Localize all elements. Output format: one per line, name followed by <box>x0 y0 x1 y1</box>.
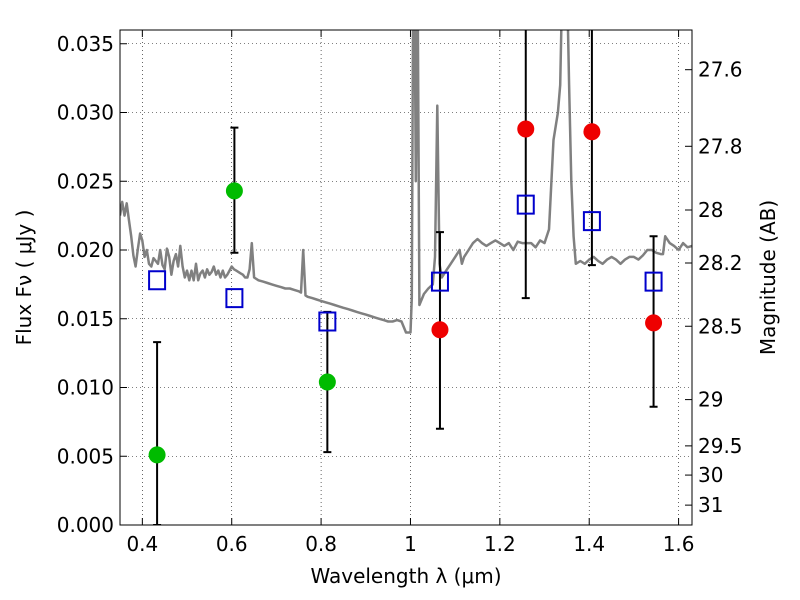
y-tick-label: 0.020 <box>57 238 114 262</box>
y2-tick-label: 28 <box>698 198 723 222</box>
x-tick-label: 0.8 <box>305 532 337 556</box>
y-axis-title: Flux Fν ( μJy ) <box>12 210 36 346</box>
x-tick-label: 1.6 <box>663 532 695 556</box>
x-axis-title: Wavelength λ (μm) <box>310 564 501 588</box>
y-tick-label: 0.000 <box>57 513 114 537</box>
x-tick-label: 0.4 <box>126 532 158 556</box>
y2-tick-label: 31 <box>698 493 723 517</box>
model-square-marker <box>225 288 244 309</box>
y-tick-label: 0.010 <box>57 376 114 400</box>
model-square-marker <box>516 194 535 215</box>
axes-frame <box>119 29 693 526</box>
x-tick-label: 1.4 <box>573 532 605 556</box>
red-point <box>431 321 449 339</box>
red-point <box>517 120 535 138</box>
spectrum-line <box>120 30 692 334</box>
tick-layer: 0.4 0.6 0.8 1 1.2 1.4 1.6 0.000 0.005 0.010 0.015 0… <box>57 30 743 556</box>
model-square-marker <box>148 270 167 291</box>
y2-tick-label: 29 <box>698 388 723 412</box>
y-tick-label: 0.005 <box>57 444 114 468</box>
green-point <box>148 446 166 464</box>
green-point <box>225 182 243 200</box>
x-tick-label: 1.2 <box>484 532 516 556</box>
model-square-marker <box>430 271 449 292</box>
model-square-marker <box>644 271 663 292</box>
y-tick-label: 0.025 <box>57 169 114 193</box>
y-tick-label: 0.030 <box>57 101 114 125</box>
model-square-marker <box>318 311 337 332</box>
y2-tick-label: 27.8 <box>698 134 743 158</box>
y-tick-label: 0.015 <box>57 307 114 331</box>
model-square-marker <box>582 211 601 232</box>
y2-tick-label: 28.5 <box>698 314 743 338</box>
y2-tick-label: 30 <box>698 463 723 487</box>
y2-tick-label: 29.5 <box>698 434 743 458</box>
y2-axis-title: Magnitude (AB) <box>756 200 780 355</box>
red-point <box>645 314 663 332</box>
plot-layer <box>120 30 692 525</box>
y2-tick-label: 28.2 <box>698 251 743 275</box>
green-point <box>318 373 336 391</box>
red-point <box>583 123 601 141</box>
x-tick-label: 0.6 <box>216 532 248 556</box>
y-tick-label: 0.035 <box>57 32 114 56</box>
x-tick-label: 1 <box>404 532 417 556</box>
y2-tick-label: 27.6 <box>698 58 743 82</box>
